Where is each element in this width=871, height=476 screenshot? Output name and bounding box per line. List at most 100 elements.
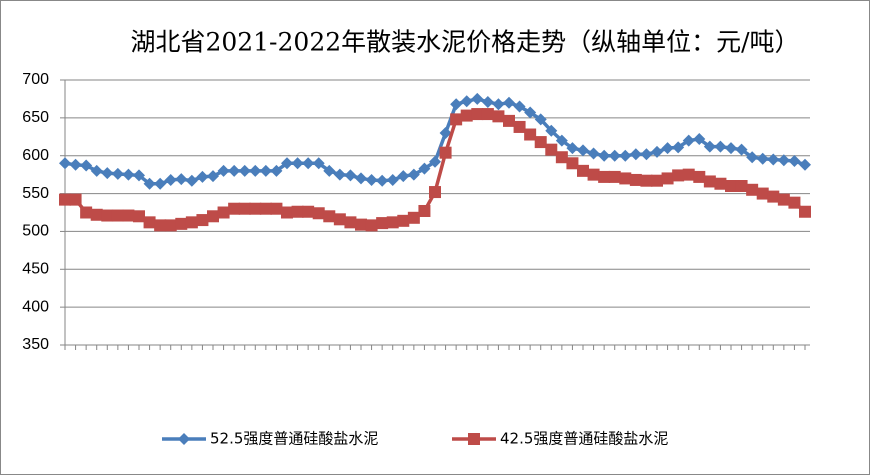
point [376, 174, 389, 187]
point [566, 157, 579, 170]
y-tick-label: 650 [22, 109, 49, 126]
point [154, 219, 167, 232]
point [270, 164, 283, 177]
point [407, 168, 420, 181]
point [69, 158, 82, 171]
point [175, 217, 188, 230]
point [492, 110, 505, 123]
point [418, 162, 431, 175]
point [386, 173, 399, 186]
point [90, 208, 103, 221]
point [640, 174, 653, 187]
point [312, 207, 325, 220]
y-tick-label: 400 [22, 298, 49, 315]
point [460, 95, 473, 108]
point [238, 164, 251, 177]
legend-marker [178, 433, 190, 445]
point [133, 169, 145, 182]
point [450, 113, 463, 126]
point [640, 148, 653, 161]
point [481, 95, 494, 108]
point [608, 170, 621, 183]
y-tick-label: 500 [22, 223, 49, 240]
point [333, 168, 346, 181]
point [682, 168, 695, 181]
point [133, 210, 145, 223]
point [196, 214, 209, 227]
point [101, 209, 114, 222]
y-tick-label: 550 [22, 185, 49, 202]
point [693, 170, 706, 183]
point [397, 170, 410, 183]
point [90, 164, 103, 177]
point [503, 114, 515, 127]
point [312, 157, 325, 170]
point [725, 180, 737, 192]
point [386, 216, 399, 229]
point [471, 92, 484, 105]
legend-label: 42.5强度普通硅酸盐水泥 [500, 430, 668, 448]
point [503, 96, 515, 109]
point [661, 172, 674, 185]
point [672, 141, 685, 154]
point [788, 155, 801, 168]
point [577, 144, 589, 157]
point [217, 164, 230, 177]
point [143, 177, 156, 190]
point [788, 196, 801, 209]
point [619, 172, 632, 185]
point [323, 210, 336, 223]
point [164, 219, 177, 232]
point [302, 205, 315, 218]
point [323, 164, 336, 177]
point [302, 157, 315, 170]
point [122, 209, 135, 222]
point [608, 149, 621, 162]
point [281, 157, 293, 170]
point [376, 217, 389, 230]
point [577, 164, 589, 177]
point [756, 187, 769, 200]
point [460, 109, 473, 122]
point [185, 174, 198, 187]
point [196, 170, 209, 183]
point [746, 183, 759, 196]
point [799, 158, 811, 171]
point [450, 98, 463, 111]
point [418, 204, 431, 217]
point [80, 206, 93, 219]
point [714, 140, 727, 153]
point [217, 206, 230, 219]
point [471, 108, 484, 121]
point [185, 216, 198, 229]
point [365, 173, 378, 186]
point [111, 167, 124, 180]
point [270, 202, 283, 215]
point [629, 173, 642, 186]
chart-title: 湖北省2021-2022年散装水泥价格走势（纵轴单位：元/吨） [130, 28, 799, 57]
point [238, 202, 251, 215]
point [672, 169, 685, 182]
point [59, 193, 71, 206]
point [407, 211, 420, 224]
y-tick-label: 450 [22, 261, 49, 278]
point [598, 149, 611, 162]
point [259, 164, 272, 177]
point [524, 128, 537, 141]
point [629, 148, 642, 161]
point [714, 177, 727, 190]
point [429, 155, 441, 168]
point [651, 145, 663, 158]
point [767, 153, 780, 166]
point [333, 213, 346, 226]
point [587, 168, 600, 181]
point [545, 143, 558, 156]
point [355, 218, 367, 231]
point [777, 193, 790, 206]
point [429, 186, 441, 199]
point [598, 170, 611, 183]
point [513, 120, 526, 133]
point [439, 127, 452, 139]
point [481, 108, 494, 121]
point [799, 205, 811, 218]
